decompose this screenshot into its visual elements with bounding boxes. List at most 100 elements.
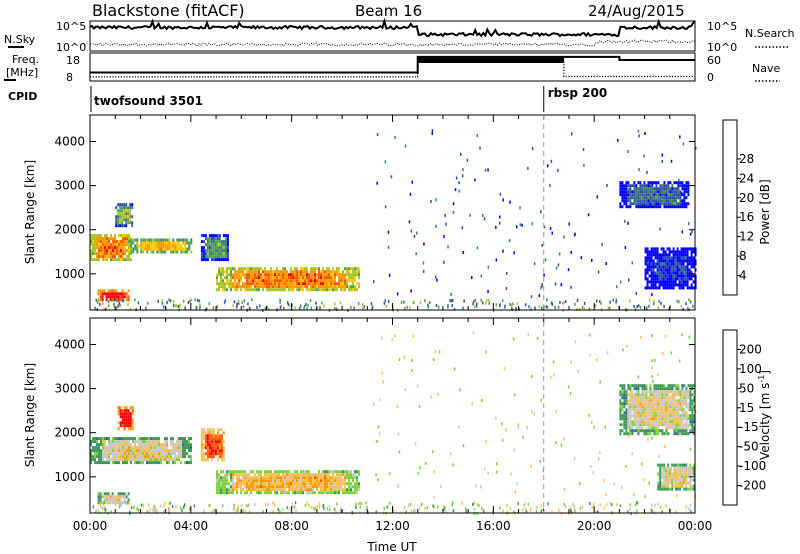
heatmap-cell [636, 305, 638, 308]
heatmap-cell [693, 420, 696, 424]
heatmap-cell [625, 196, 628, 200]
heatmap-cell [234, 288, 236, 292]
heatmap-cell [150, 458, 152, 462]
heatmap-cell [258, 479, 260, 483]
heatmap-cell [108, 249, 110, 253]
heatmap-cell [352, 270, 354, 274]
heatmap-cell [462, 168, 464, 172]
heatmap-cell [241, 504, 243, 508]
heatmap-cell [244, 273, 246, 277]
heatmap-cell [252, 482, 254, 486]
heatmap-cell [214, 246, 217, 250]
heatmap-cell [645, 432, 648, 436]
heatmap-cell [123, 206, 126, 210]
heatmap-cell [362, 307, 364, 311]
heatmap-cell [350, 476, 352, 480]
heatmap-cell [284, 476, 286, 480]
heatmap-cell [117, 492, 120, 496]
heatmap-cell [647, 193, 650, 197]
heatmap-cell [282, 488, 284, 492]
heatmap-cell [176, 250, 179, 254]
heatmap-cell [222, 446, 225, 450]
heatmap-cell [648, 424, 650, 428]
heatmap-cell [619, 405, 622, 409]
heatmap-cell [294, 485, 296, 489]
heatmap-cell [136, 440, 138, 444]
heatmap-cell [164, 452, 166, 456]
heatmap-cell [190, 238, 193, 242]
heatmap-cell [188, 449, 190, 453]
heatmap-cell [644, 259, 647, 263]
velocity-colorbar-label: Velocity [m s-1] [757, 370, 772, 460]
heatmap-cell [563, 437, 565, 441]
heatmap-cell [276, 491, 278, 495]
heatmap-cell [517, 502, 519, 506]
heatmap-cell [160, 455, 162, 459]
heatmap-cell [216, 434, 219, 438]
heatmap-cell [90, 258, 92, 262]
heatmap-cell [635, 390, 638, 394]
heatmap-cell [226, 273, 228, 277]
heatmap-cell [264, 270, 266, 274]
heatmap-cell [247, 302, 249, 306]
heatmap-cell [121, 212, 124, 216]
heatmap-cell [583, 307, 586, 311]
heatmap-cell [656, 271, 659, 275]
heatmap-cell [268, 279, 270, 283]
heatmap-cell [656, 268, 659, 272]
heatmap-cell [344, 288, 346, 292]
heatmap-cell [278, 270, 280, 274]
heatmap-cell [687, 475, 690, 479]
heatmap-cell [294, 482, 296, 486]
heatmap-cell [431, 129, 434, 132]
heatmap-cell [294, 473, 296, 477]
heatmap-cell [472, 331, 475, 335]
heatmap-cell [126, 243, 128, 247]
heatmap-cell [218, 243, 221, 247]
heatmap-cell [90, 240, 92, 244]
heatmap-cell [292, 282, 294, 286]
x-tick-label: 08:00 [274, 519, 309, 533]
heatmap-cell [658, 271, 661, 275]
heatmap-cell [676, 265, 679, 269]
heatmap-cell [687, 181, 690, 185]
heatmap-cell [625, 411, 628, 415]
heatmap-cell [653, 405, 656, 409]
heatmap-cell [623, 426, 626, 430]
heatmap-cell [268, 479, 270, 483]
heatmap-cell [675, 463, 678, 467]
heatmap-cell [342, 473, 344, 477]
heatmap-cell [650, 265, 653, 269]
heatmap-cell [100, 249, 102, 253]
heatmap-cell [316, 476, 318, 480]
heatmap-cell [641, 393, 644, 397]
heatmap-cell [140, 446, 142, 450]
heatmap-cell [128, 437, 130, 441]
heatmap-cell [667, 417, 670, 421]
heatmap-cell [631, 414, 634, 418]
heatmap-cell [117, 406, 120, 410]
heatmap-cell [661, 396, 664, 400]
heatmap-cell [232, 285, 234, 289]
heatmap-cell [336, 482, 338, 486]
heatmap-cell [647, 181, 650, 185]
heatmap-cell [284, 267, 286, 271]
y-tick-label: 2000 [54, 223, 85, 237]
heatmap-cell [645, 420, 648, 424]
heatmap-cell [274, 473, 276, 477]
heatmap-cell [659, 202, 662, 206]
heatmap-cell [351, 510, 353, 514]
heatmap-cell [152, 250, 155, 254]
heatmap-cell [354, 473, 356, 477]
heatmap-cell [691, 408, 694, 412]
heatmap-cell [686, 283, 689, 287]
heatmap-cell [316, 482, 318, 486]
heatmap-cell [371, 307, 373, 310]
heatmap-cell [571, 132, 573, 136]
heatmap-cell [495, 258, 498, 262]
heatmap-cell [108, 252, 110, 256]
heatmap-cell [685, 396, 688, 400]
heatmap-cell [693, 478, 696, 482]
heatmap-cell [134, 452, 136, 456]
